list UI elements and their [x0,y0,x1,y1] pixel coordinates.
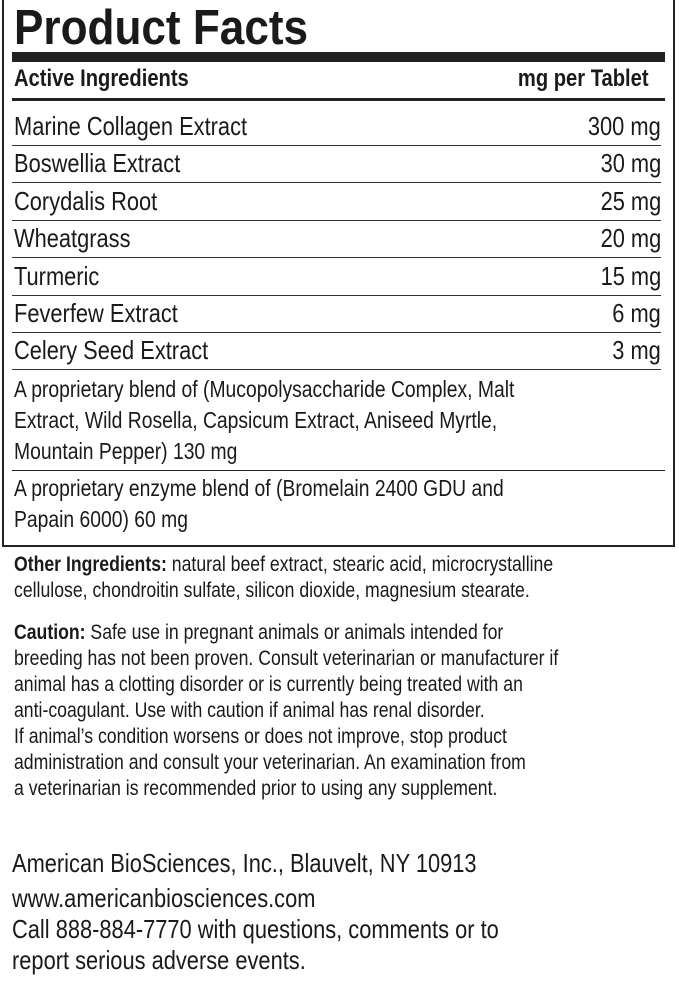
header-mg-per-tablet: mg per Tablet [518,65,649,92]
panel-title: Product Facts [14,1,309,55]
ingredient-name: Feverfew Extract [14,298,178,328]
ingredient-name: Wheatgrass [14,223,131,254]
caution-text: Caution: Safe use in pregnant animals or… [14,621,559,800]
ingredient-amount: 20 mg [600,223,661,254]
ingredient-amount: 6 mg [612,298,661,328]
enzyme-blend: A proprietary enzyme blend of (Bromelain… [14,475,504,532]
thick-divider [12,52,665,62]
ingredient-amount: 25 mg [600,185,661,216]
header-active-ingredients: Active Ingredients [14,65,189,92]
contact-line: report serious adverse events. [12,945,306,975]
ingredient-amount: 30 mg [600,148,661,179]
ingredient-name: Turmeric [14,260,100,291]
product-facts-panel [2,0,675,547]
blend-divider [12,470,665,471]
proprietary-blend: A proprietary blend of (Mucopolysacchari… [14,376,515,464]
ingredient-name: Boswellia Extract [14,148,181,179]
ingredient-name: Marine Collagen Extract [14,111,248,141]
company-info: American BioSciences, Inc., Blauvelt, NY… [12,848,592,976]
company-website[interactable]: www.americanbiosciences.com [12,883,316,913]
ingredient-amount: 300 mg [588,111,661,141]
header-divider [12,98,665,101]
ingredient-name: Celery Seed Extract [14,335,209,366]
ingredient-row: Marine Collagen Extract 300 mg [12,108,661,146]
ingredient-row: Turmeric 15 mg [12,258,661,296]
other-ingredients: Other Ingredients: natural beef extract,… [14,553,554,602]
contact-line: Call 888-884-7770 with questions, commen… [12,914,499,944]
ingredient-row: Wheatgrass 20 mg [12,220,661,259]
ingredient-row: Boswellia Extract 30 mg [12,145,661,184]
ingredient-amount: 3 mg [612,335,661,366]
ingredient-name: Corydalis Root [14,185,158,216]
ingredient-row: Feverfew Extract 6 mg [12,295,661,333]
ingredient-row: Celery Seed Extract 3 mg [12,332,661,371]
ingredient-row: Corydalis Root 25 mg [12,183,661,221]
company-address: American BioSciences, Inc., Blauvelt, NY… [12,848,477,878]
ingredient-amount: 15 mg [600,260,661,291]
